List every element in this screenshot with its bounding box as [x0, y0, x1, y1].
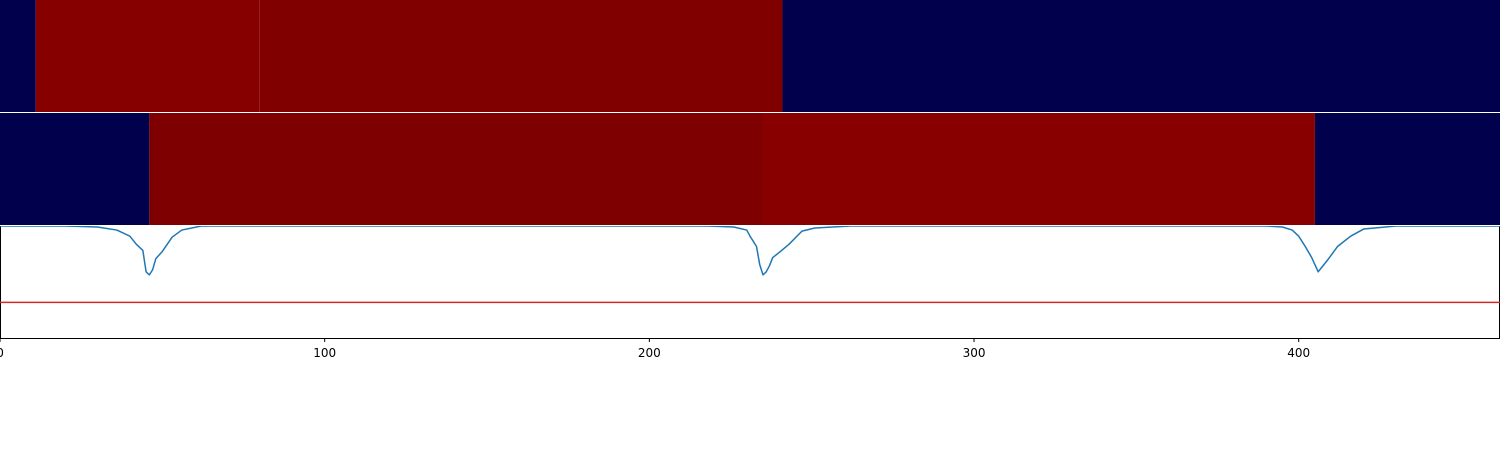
- heatmap-segment: [782, 0, 1500, 112]
- heatmap-segment: [0, 113, 150, 225]
- x-tick-label: 100: [313, 346, 336, 360]
- x-tick-label: 300: [963, 346, 986, 360]
- heatmap-segment: [149, 113, 763, 225]
- x-tick-label: 0: [0, 346, 4, 360]
- x-tick-label: 200: [638, 346, 661, 360]
- series-line: [0, 226, 1500, 276]
- heatmap-segment: [259, 0, 783, 112]
- heatmap-segment: [35, 0, 260, 112]
- heatmap-segment: [1314, 113, 1500, 225]
- heatmap-segment: [0, 0, 36, 112]
- line-panel: 0 100 200 300 400: [0, 226, 1500, 360]
- heatmap-segment: [762, 113, 1315, 225]
- heatmap-panel-middle: [0, 113, 1500, 225]
- x-tick-label: 400: [1287, 346, 1310, 360]
- heatmap-panel-top: [0, 0, 1500, 112]
